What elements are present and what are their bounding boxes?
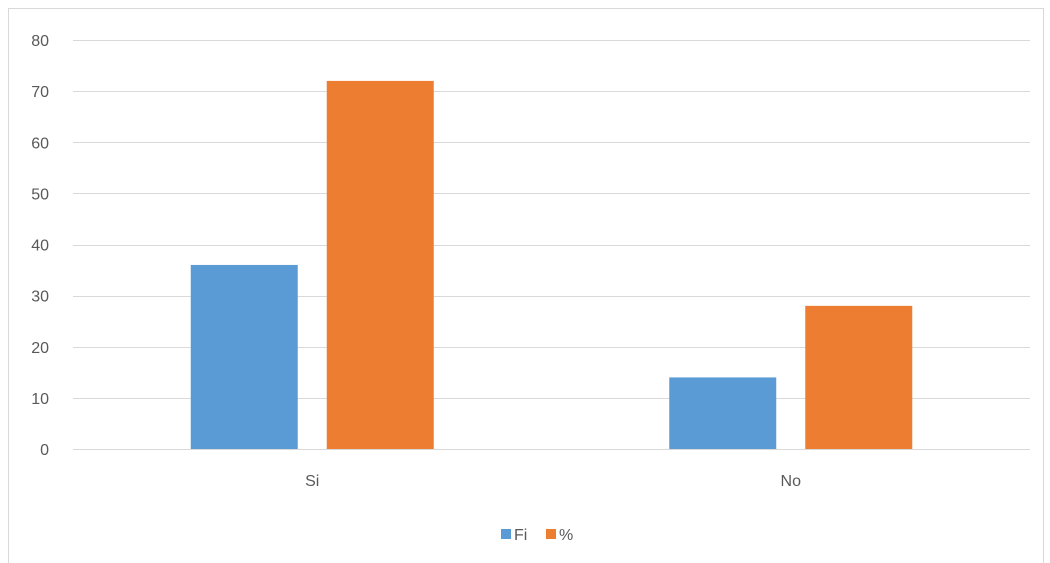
y-tick-label: 40 [31, 238, 49, 255]
y-tick-label: 80 [31, 33, 49, 50]
y-tick-label: 50 [31, 186, 49, 203]
legend: Fi% [501, 527, 573, 544]
bar-fi-no [669, 377, 777, 449]
bar-fi-si [190, 264, 298, 449]
x-tick-label: Si [305, 473, 319, 490]
legend-label-percent: % [559, 527, 573, 544]
chart-frame [8, 8, 1044, 563]
x-axis-tick-labels: Si No [305, 473, 801, 490]
y-tick-label: 20 [31, 340, 49, 357]
x-tick-label: No [781, 473, 802, 490]
legend-label-fi: Fi [514, 527, 527, 544]
y-tick-label: 30 [31, 289, 49, 306]
y-tick-label: 70 [31, 84, 49, 101]
legend-swatch-percent [546, 529, 556, 539]
legend-swatch-fi [501, 529, 511, 539]
y-axis-tick-labels: 0 10 20 30 40 50 60 70 80 [31, 33, 49, 459]
y-tick-label: 0 [40, 442, 49, 459]
bar-percent-no [805, 305, 913, 449]
bar-percent-si [326, 80, 434, 450]
y-tick-label: 10 [31, 391, 49, 408]
bars [190, 80, 913, 450]
y-tick-label: 60 [31, 135, 49, 152]
